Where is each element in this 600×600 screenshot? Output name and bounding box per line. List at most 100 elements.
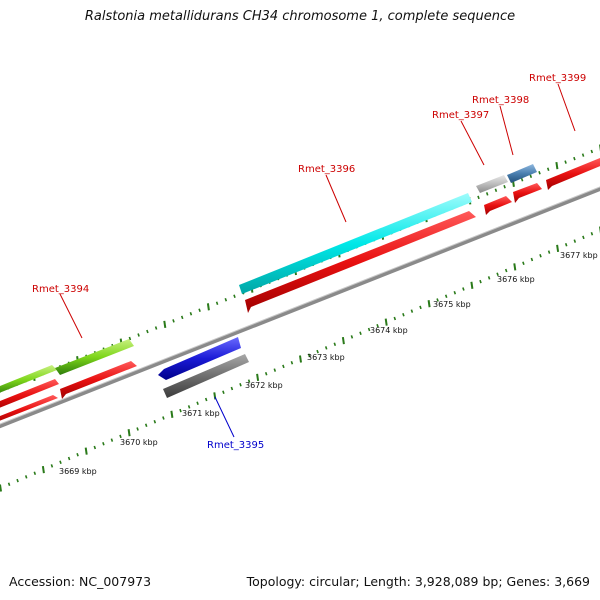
- cds-feature: [0, 395, 58, 421]
- scale-tick: [273, 368, 277, 372]
- scale-tick: [564, 160, 567, 164]
- label-leader: [557, 83, 576, 132]
- scale-tick: [494, 188, 498, 193]
- scale-tick: [333, 342, 337, 347]
- scale-tick: [367, 327, 371, 332]
- scale-tick: [24, 475, 28, 479]
- gene-track: [0, 164, 537, 393]
- cds-feature: [513, 183, 542, 203]
- scale-tick: [170, 410, 174, 418]
- chromosome-backbone: [0, 186, 600, 429]
- scale-tick: [555, 161, 559, 170]
- label-leader: [460, 120, 485, 166]
- scale-label: 3672 kbp: [245, 381, 283, 390]
- scale-tick: [485, 192, 489, 196]
- scale-tick: [41, 465, 45, 474]
- scale-tick: [573, 239, 577, 243]
- scale-tick: [256, 373, 260, 382]
- scale-tick: [187, 405, 191, 409]
- scale-tick: [427, 300, 431, 308]
- scale-label: 3670 kbp: [120, 438, 158, 447]
- gene-labels: Rmet_3394 Rmet_3395 Rmet_3396 Rmet_3397 …: [32, 73, 586, 451]
- scale-tick: [539, 254, 542, 258]
- scale-tick: [419, 305, 422, 310]
- scale-tick: [102, 442, 105, 446]
- scale-tick: [215, 301, 219, 306]
- scale-tick: [110, 438, 114, 442]
- scale-tick: [504, 268, 508, 273]
- scale-tick: [470, 281, 474, 289]
- scale-tick: [128, 336, 132, 341]
- scale-tick: [436, 298, 439, 302]
- scale-tick: [530, 257, 534, 262]
- scale-tick: [16, 478, 19, 483]
- scale-tick: [50, 464, 54, 468]
- scale-tick: [487, 276, 491, 280]
- scale-tick: [341, 336, 345, 345]
- scale-tick: [376, 324, 379, 328]
- scale-tick: [59, 460, 62, 464]
- scale-tick: [224, 297, 228, 302]
- scale-tick: [564, 242, 568, 247]
- cds-feature: [245, 211, 476, 313]
- scale-tick: [582, 235, 585, 240]
- scale-labels: 3669 kbp 3670 kbp 3671 kbp 3672 kbp 3673…: [59, 251, 598, 476]
- scale-tick: [7, 482, 11, 487]
- cds-feature: [546, 158, 600, 190]
- gene-rmet-3397: [476, 175, 508, 193]
- scale-tick: [84, 447, 88, 455]
- scale-tick: [393, 316, 397, 321]
- scale-tick: [462, 287, 465, 291]
- cds-feature: [60, 361, 137, 399]
- scale-tick: [233, 294, 236, 298]
- gene-rmet-3394: [55, 339, 134, 375]
- scale-tick: [144, 423, 148, 428]
- scale-tick: [522, 261, 525, 265]
- scale-tick: [477, 195, 480, 200]
- scale-tick: [198, 308, 201, 313]
- scale-label: 3671 kbp: [182, 409, 220, 418]
- scale-tick: [93, 445, 97, 450]
- scale-tick: [163, 320, 167, 329]
- label-leader: [325, 174, 347, 223]
- scale-tick: [556, 244, 560, 253]
- scale-label: 3677 kbp: [560, 251, 598, 260]
- scale-tick: [222, 390, 225, 394]
- chromosome-backbone-highlight: [0, 186, 600, 425]
- scale-tick: [179, 408, 182, 413]
- scale-tick: [546, 167, 550, 171]
- scale-tick: [384, 318, 388, 326]
- scale-tick: [76, 453, 79, 457]
- tick-marks: [0, 144, 600, 492]
- genome-summary-text: Topology: circular; Length: 3,928,089 bp…: [246, 574, 590, 589]
- scale-tick: [204, 397, 208, 402]
- gene-rmet-3398: [507, 164, 537, 183]
- scale-tick: [127, 429, 131, 437]
- scale-label: 3673 kbp: [307, 353, 345, 362]
- label-leader: [59, 293, 83, 339]
- scale-label: 3676 kbp: [497, 275, 535, 284]
- map-title: Ralstonia metallidurans CH34 chromosome …: [84, 9, 516, 24]
- gene-label-rmet-3399: Rmet_3399: [529, 73, 586, 84]
- scale-label: 3675 kbp: [433, 300, 471, 309]
- scale-tick: [513, 263, 517, 271]
- scale-tick: [264, 371, 268, 376]
- scale-tick: [547, 250, 551, 254]
- scale-tick: [189, 312, 193, 316]
- scale-tick: [590, 149, 594, 154]
- reverse-strand-track: [158, 337, 249, 398]
- scale-tick: [119, 434, 122, 439]
- scale-tick: [247, 379, 251, 383]
- scale-tick: [324, 346, 328, 350]
- scale-tick: [146, 329, 149, 334]
- gene-rmet-3395: [158, 337, 241, 380]
- gene-label-rmet-3396: Rmet_3396: [298, 164, 355, 175]
- scale-tick: [180, 315, 184, 320]
- scale-tick: [359, 331, 362, 335]
- gene-rmet-3394-part: [0, 365, 57, 393]
- scale-tick: [137, 333, 140, 337]
- gene-rmet-3396: [239, 193, 472, 294]
- gene-label-rmet-3397: Rmet_3397: [432, 110, 489, 121]
- gene-label-rmet-3398: Rmet_3398: [472, 95, 529, 106]
